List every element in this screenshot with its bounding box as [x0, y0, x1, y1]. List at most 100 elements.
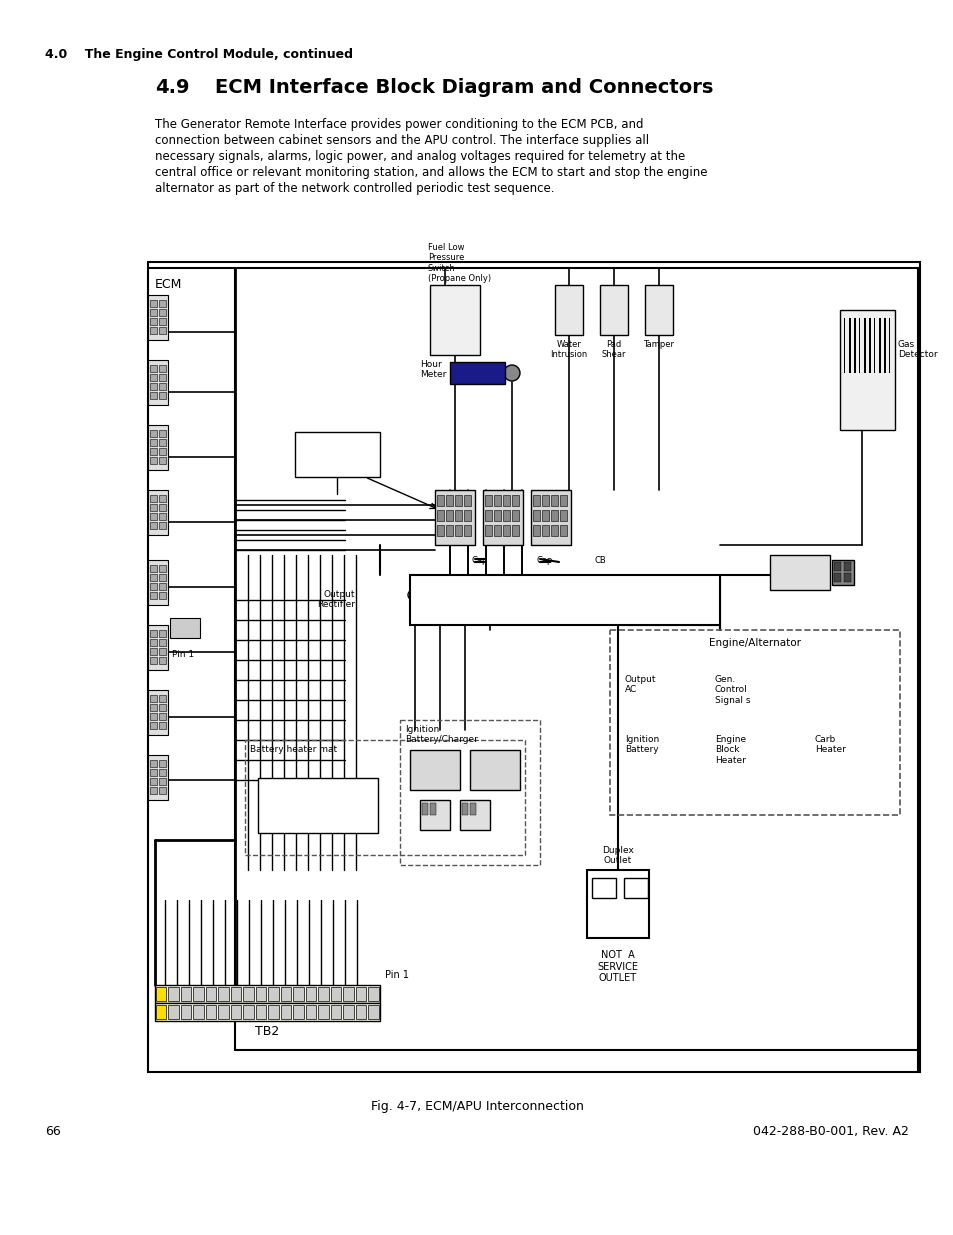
Bar [257, 778, 377, 832]
Bar [150, 564, 157, 572]
Text: Cap: Cap [472, 556, 488, 564]
Text: Ignition
Battery: Ignition Battery [624, 735, 659, 755]
Bar [436, 510, 443, 521]
Bar [150, 300, 157, 308]
Text: Output
Rectifier: Output Rectifier [316, 590, 355, 609]
Bar [644, 285, 672, 335]
Bar [318, 1005, 329, 1019]
Bar [159, 657, 166, 664]
Bar [878, 317, 880, 373]
Bar [159, 300, 166, 308]
Text: 4.0    The Engine Control Module, continued: 4.0 The Engine Control Module, continued [45, 48, 353, 61]
Bar [181, 1005, 192, 1019]
Bar [150, 309, 157, 316]
Text: TB2: TB2 [254, 1025, 279, 1037]
Bar [318, 987, 329, 1002]
Text: Ignition
Battery/Charger: Ignition Battery/Charger [405, 725, 477, 745]
Bar [148, 690, 168, 735]
Bar [410, 576, 720, 625]
Bar [848, 317, 850, 373]
Bar [150, 327, 157, 333]
Bar [154, 986, 379, 1003]
Bar [463, 495, 471, 506]
Bar [281, 1005, 292, 1019]
Text: Fuel Low
Pressure
Switch
(Propane Only): Fuel Low Pressure Switch (Propane Only) [428, 243, 491, 283]
Text: Duplex
Outlet: Duplex Outlet [601, 846, 634, 864]
Bar [455, 495, 461, 506]
Text: The Generator Remote Interface provides power conditioning to the ECM PCB, and: The Generator Remote Interface provides … [154, 119, 643, 131]
Text: Battery heater mat: Battery heater mat [250, 745, 336, 755]
Bar [559, 525, 566, 536]
Bar [843, 317, 844, 373]
Bar [159, 366, 166, 372]
Text: Cap: Cap [537, 556, 553, 564]
Bar [159, 391, 166, 399]
Bar [148, 559, 168, 605]
Bar [150, 695, 157, 701]
Text: Hour
Meter: Hour Meter [419, 359, 446, 379]
Bar [159, 583, 166, 590]
Bar [150, 778, 157, 785]
Bar [159, 317, 166, 325]
Text: 00001 2: 00001 2 [459, 368, 494, 378]
Text: Carb
Heater: Carb Heater [814, 735, 845, 755]
Bar [331, 987, 341, 1002]
Bar [294, 1005, 304, 1019]
Bar [541, 495, 548, 506]
Bar [421, 803, 428, 815]
Bar [533, 525, 539, 536]
Bar [463, 525, 471, 536]
Bar [159, 592, 166, 599]
Bar [343, 987, 354, 1002]
Bar [150, 583, 157, 590]
Bar [218, 987, 229, 1002]
Bar [150, 504, 157, 511]
Bar [150, 513, 157, 520]
Text: Gen.
Control
Signal s: Gen. Control Signal s [714, 676, 750, 705]
Bar [873, 317, 874, 373]
Bar [551, 495, 558, 506]
Bar [170, 618, 200, 638]
Circle shape [503, 366, 519, 382]
Bar [833, 562, 841, 571]
Bar [150, 438, 157, 446]
Bar [150, 522, 157, 529]
Text: 66: 66 [45, 1125, 61, 1137]
Bar [159, 327, 166, 333]
Bar [455, 510, 461, 521]
Bar [159, 564, 166, 572]
Bar [494, 495, 500, 506]
Bar [231, 987, 241, 1002]
Bar [243, 1005, 253, 1019]
Bar [484, 525, 492, 536]
Bar [331, 1005, 341, 1019]
Bar [169, 1005, 179, 1019]
Bar [150, 457, 157, 464]
Bar [159, 522, 166, 529]
Bar [159, 760, 166, 767]
Bar [306, 987, 316, 1002]
Text: central office or relevant monitoring station, and allows the ECM to start and s: central office or relevant monitoring st… [154, 165, 707, 179]
Bar [455, 525, 461, 536]
Text: +: + [356, 806, 368, 820]
Bar [243, 987, 253, 1002]
Text: −: − [263, 806, 274, 820]
Bar [193, 987, 204, 1002]
Text: 042-288-B0-001, Rev. A2: 042-288-B0-001, Rev. A2 [752, 1125, 908, 1137]
Bar [494, 525, 500, 536]
Bar [159, 713, 166, 720]
Bar [541, 510, 548, 521]
Text: Engine/Alternator: Engine/Alternator [708, 638, 801, 648]
Bar [148, 755, 168, 800]
Text: CB: CB [594, 556, 605, 564]
Bar [294, 432, 379, 477]
Bar [181, 987, 192, 1002]
Bar [159, 504, 166, 511]
Bar [148, 295, 168, 340]
Bar [150, 317, 157, 325]
Bar [533, 495, 539, 506]
Bar [159, 648, 166, 655]
Bar [159, 457, 166, 464]
Bar [169, 987, 179, 1002]
Bar [150, 657, 157, 664]
